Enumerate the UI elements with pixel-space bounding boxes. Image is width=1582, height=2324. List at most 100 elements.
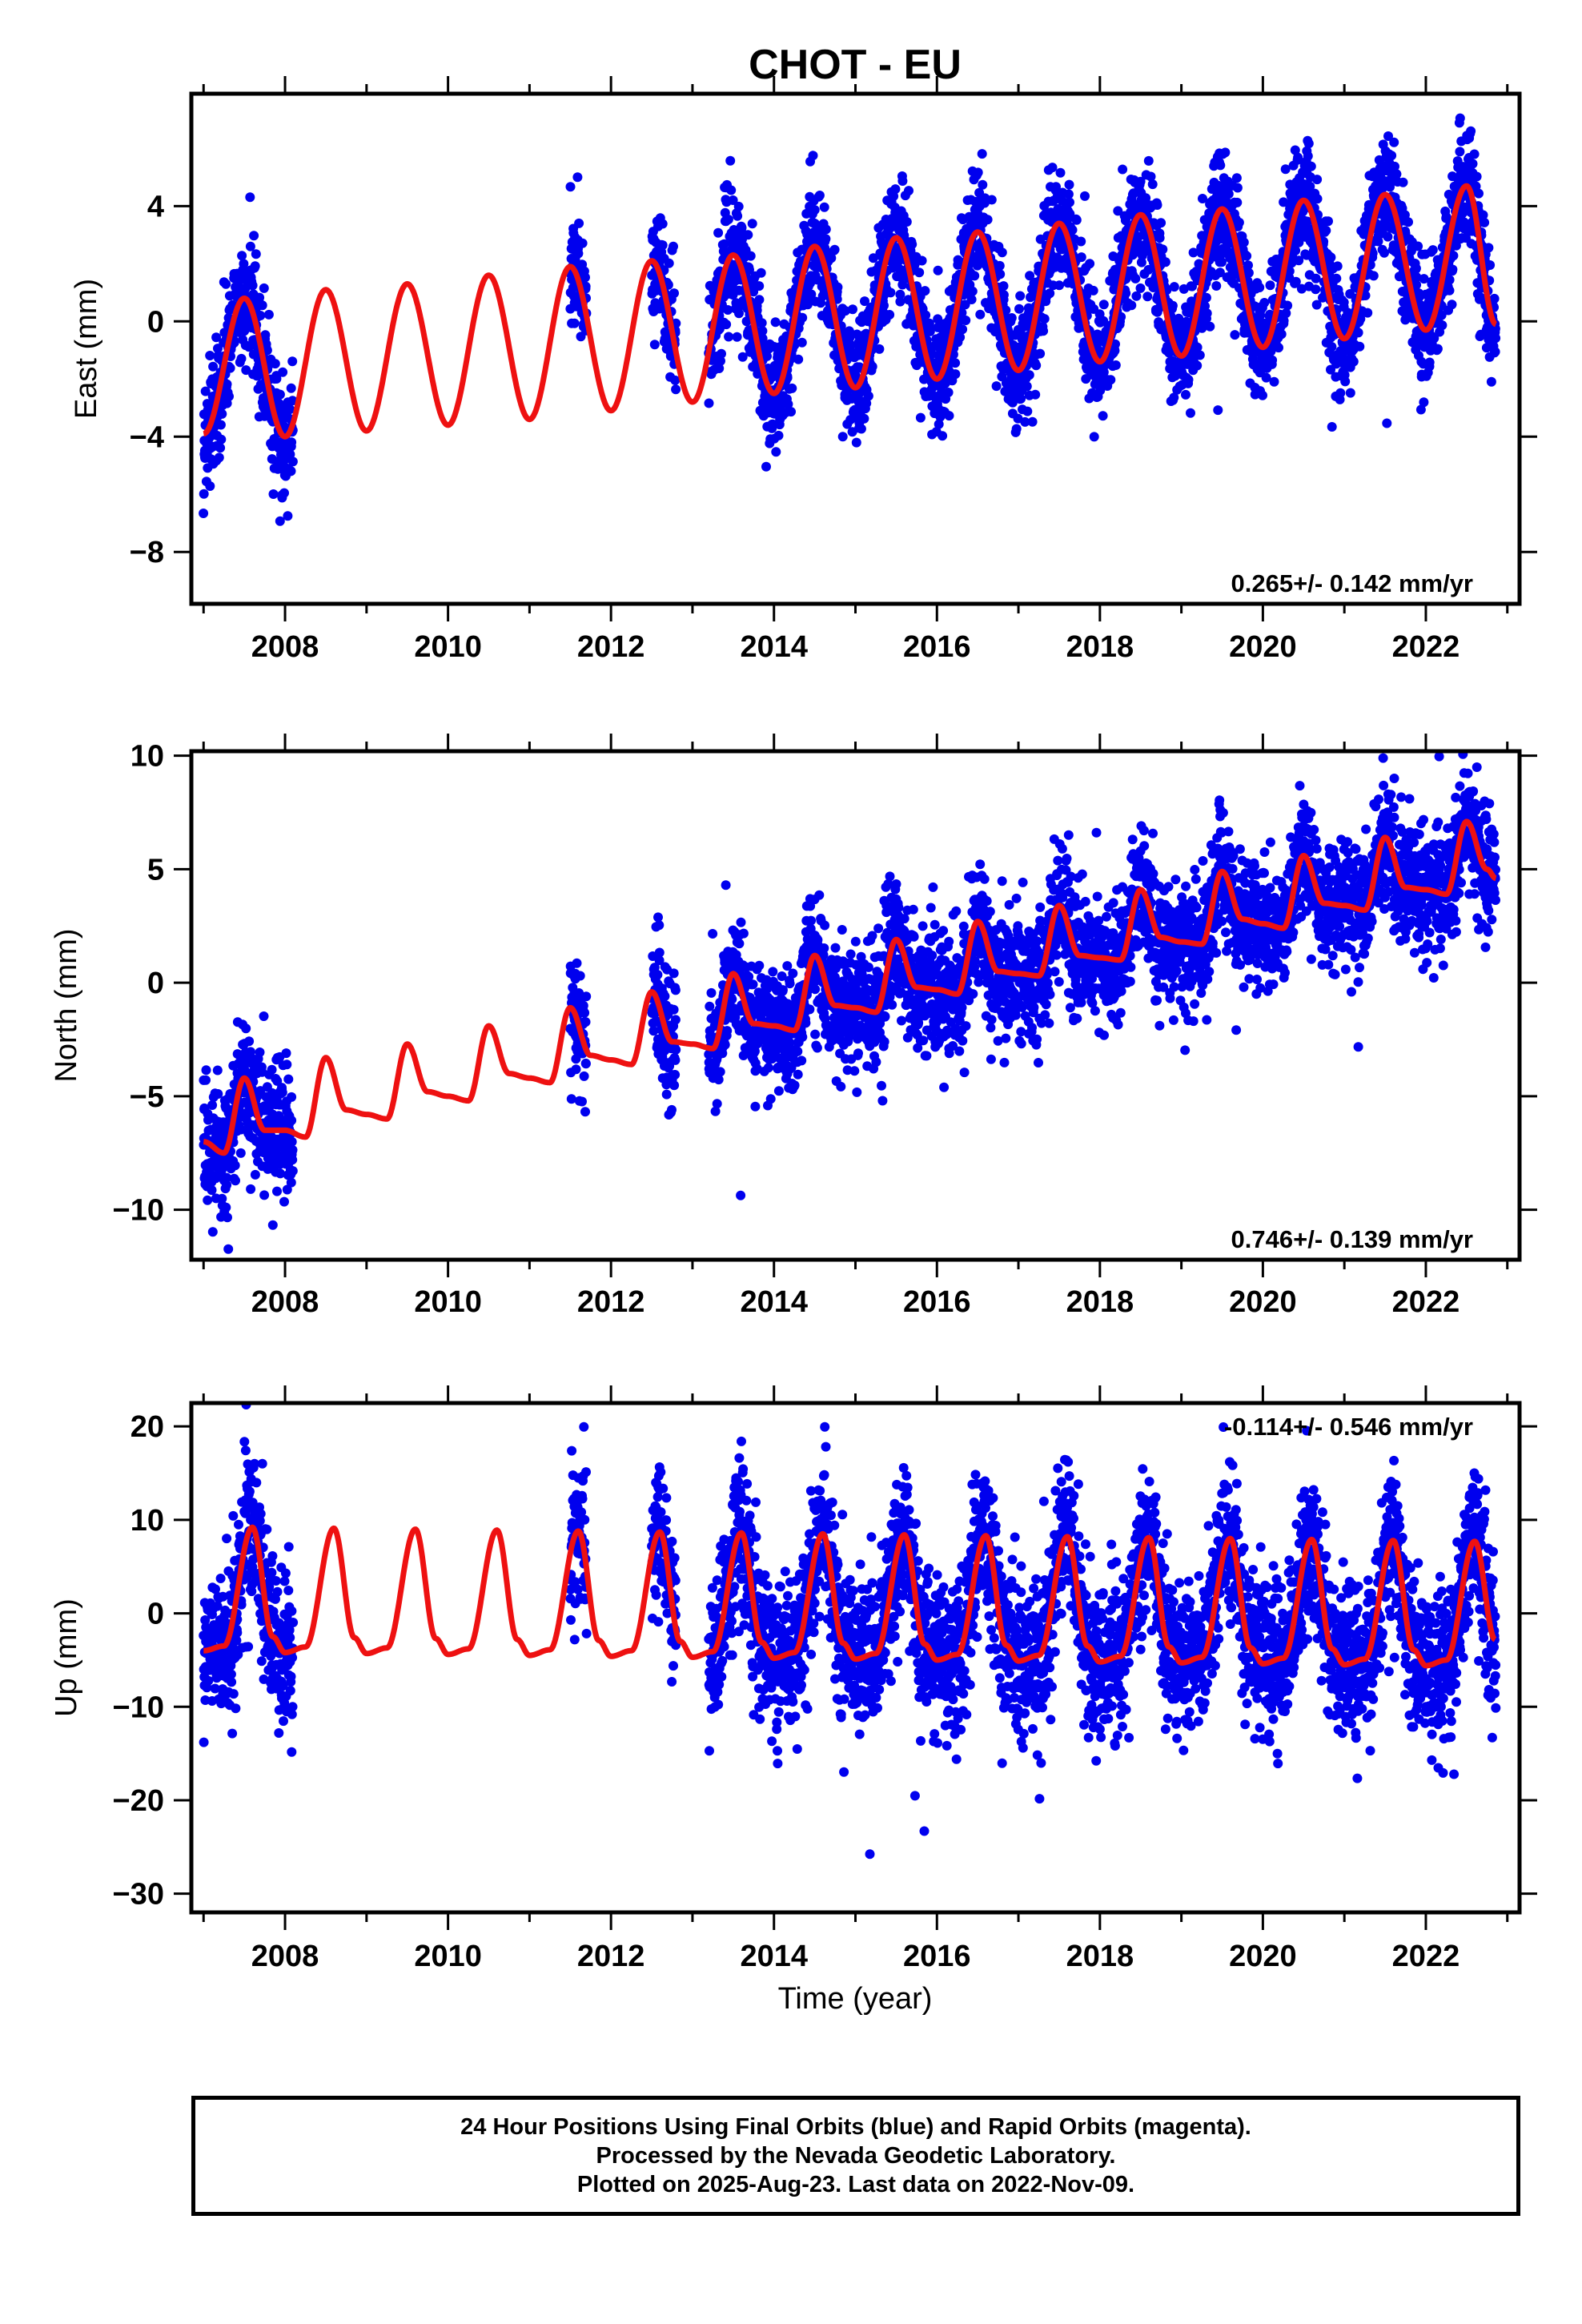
data-point	[732, 332, 742, 342]
data-point	[1486, 376, 1496, 387]
data-point	[738, 928, 749, 939]
data-point	[977, 149, 987, 159]
data-point	[285, 404, 295, 414]
y-tick-label: 0	[147, 305, 164, 339]
data-point	[1223, 189, 1234, 199]
data-point	[268, 489, 279, 499]
data-point	[933, 265, 943, 275]
data-point	[895, 289, 905, 300]
data-point	[1131, 291, 1142, 301]
data-point	[224, 392, 234, 401]
data-point	[754, 295, 765, 305]
data-point	[814, 191, 825, 200]
data-point	[251, 249, 261, 259]
data-point	[670, 1055, 681, 1065]
data-point	[279, 1196, 289, 1207]
data-point	[1239, 237, 1249, 247]
data-point	[1110, 360, 1121, 370]
data-point	[277, 1088, 287, 1098]
data-point	[270, 359, 280, 369]
data-point	[1063, 189, 1074, 199]
data-point	[577, 1096, 587, 1107]
data-point	[1274, 343, 1283, 353]
data-point	[259, 283, 269, 293]
data-point	[734, 308, 744, 319]
data-point	[215, 420, 226, 430]
data-point	[1089, 432, 1099, 442]
data-point	[1001, 305, 1011, 316]
data-point	[278, 367, 288, 377]
data-point	[574, 218, 584, 228]
data-point	[1202, 308, 1212, 319]
data-point	[661, 1089, 672, 1100]
data-point	[654, 920, 665, 931]
data-point	[205, 481, 215, 491]
data-point	[271, 374, 282, 384]
data-point	[201, 1065, 211, 1076]
data-point	[214, 452, 224, 463]
data-point	[958, 324, 968, 335]
data-point	[221, 279, 231, 289]
data-point	[734, 939, 745, 949]
data-point	[1455, 147, 1465, 157]
data-point	[1363, 308, 1373, 318]
data-point	[867, 361, 877, 372]
data-point	[575, 971, 585, 981]
data-point	[211, 332, 222, 343]
data-point	[1234, 217, 1244, 227]
data-point	[1156, 218, 1166, 228]
data-point	[727, 994, 737, 1004]
data-point	[1348, 356, 1359, 367]
data-point	[279, 488, 289, 498]
data-point	[262, 345, 272, 356]
data-point	[770, 317, 781, 328]
data-point	[199, 489, 209, 499]
data-point	[580, 1059, 591, 1069]
data-point	[845, 340, 856, 350]
data-point	[1480, 217, 1490, 227]
data-point	[1142, 292, 1153, 302]
data-point	[733, 201, 744, 211]
data-point	[1387, 151, 1397, 161]
data-point	[213, 344, 223, 354]
data-point	[669, 1080, 680, 1091]
data-point	[721, 320, 732, 330]
data-point	[787, 383, 797, 393]
data-point	[743, 230, 753, 240]
data-point	[966, 295, 977, 304]
data-point	[230, 1160, 240, 1171]
data-point	[1331, 273, 1342, 283]
data-point	[1085, 259, 1095, 269]
data-point	[750, 1101, 761, 1112]
data-point	[761, 461, 771, 472]
data-point	[998, 281, 1009, 292]
data-point	[868, 253, 878, 263]
data-point	[657, 219, 668, 229]
data-point	[856, 424, 866, 434]
data-point	[874, 344, 885, 354]
data-point	[970, 271, 980, 281]
x-tick-label: 2020	[1229, 630, 1297, 664]
data-point	[283, 1074, 294, 1084]
data-point	[1332, 261, 1343, 271]
data-point	[1024, 370, 1034, 380]
data-point	[1146, 171, 1156, 182]
data-point	[1312, 194, 1323, 204]
data-point	[649, 340, 660, 350]
data-point	[670, 985, 681, 995]
data-point	[1160, 257, 1170, 267]
data-point	[267, 1064, 277, 1075]
data-point	[671, 1044, 681, 1055]
data-point	[1269, 376, 1279, 387]
data-point	[287, 396, 298, 406]
data-point	[1067, 225, 1078, 235]
data-point	[1265, 280, 1275, 291]
data-point	[669, 1004, 679, 1015]
data-point	[272, 1186, 282, 1196]
data-point	[933, 314, 943, 324]
data-point	[851, 437, 861, 448]
data-point	[670, 1015, 681, 1025]
data-point	[1054, 280, 1065, 291]
data-point	[287, 437, 297, 448]
x-tick-label: 2014	[740, 630, 808, 664]
